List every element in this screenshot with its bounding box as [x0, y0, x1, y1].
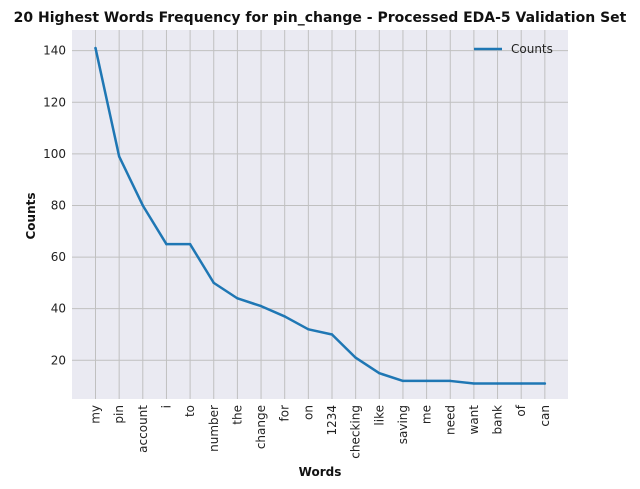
data-point [165, 242, 168, 246]
series-line [94, 46, 547, 385]
data-point [378, 371, 381, 375]
data-point [472, 382, 476, 385]
data-point [94, 46, 97, 50]
x-tick-label: for [278, 405, 292, 422]
data-point [307, 328, 310, 331]
x-tick-label: 1234 [325, 405, 339, 436]
x-tick-label: can [538, 405, 552, 427]
data-point [449, 379, 452, 383]
x-tick-label: want [467, 405, 481, 435]
x-tick-label: i [159, 405, 173, 408]
x-axis-label: Words [299, 465, 342, 479]
x-tick-label: saving [396, 405, 410, 444]
y-tick-label: 120 [43, 95, 66, 109]
y-tick-label: 80 [51, 198, 66, 212]
grid [72, 30, 568, 399]
chart-title: 20 Highest Words Frequency for pin_chang… [14, 10, 627, 26]
data-point [212, 281, 215, 285]
x-tick-label: to [183, 405, 197, 417]
x-tick-label: of [514, 404, 528, 416]
x-tick-label: pin [112, 405, 126, 424]
x-tick-label: on [301, 405, 315, 420]
data-point [330, 333, 334, 336]
plot-area [72, 30, 568, 399]
legend: Counts [474, 42, 553, 56]
y-tick-label: 140 [43, 44, 66, 58]
data-point [543, 382, 547, 385]
data-point [117, 155, 121, 158]
data-point [401, 379, 405, 383]
y-axis: 20 40 60 80 100 120 140 [43, 44, 66, 368]
x-tick-label: number [207, 405, 221, 452]
data-point [283, 315, 286, 318]
x-tick-label: bank [491, 405, 505, 435]
x-tick-label: checking [349, 405, 363, 459]
x-tick-label: like [372, 405, 386, 426]
y-tick-label: 100 [43, 147, 66, 161]
y-tick-label: 20 [51, 353, 66, 367]
x-tick-label: need [443, 405, 457, 435]
x-tick-label: account [136, 405, 150, 453]
data-point [259, 304, 263, 308]
x-axis: my pin account i to number the change for on 1234 c… [89, 404, 552, 458]
data-point [425, 379, 428, 383]
x-tick-label: me [420, 405, 434, 424]
series-lines [94, 46, 547, 385]
data-point [354, 356, 357, 359]
x-tick-label: my [89, 405, 103, 424]
y-axis-label: Counts [24, 192, 38, 239]
y-tick-label: 40 [51, 302, 66, 316]
data-point [188, 242, 192, 246]
data-point [236, 297, 239, 300]
legend-label: Counts [511, 42, 553, 56]
x-tick-label: change [254, 405, 268, 449]
x-tick-label: the [230, 405, 244, 425]
y-tick-label: 60 [51, 250, 66, 264]
data-point [496, 382, 499, 385]
data-point [520, 382, 523, 385]
data-point [141, 204, 144, 207]
